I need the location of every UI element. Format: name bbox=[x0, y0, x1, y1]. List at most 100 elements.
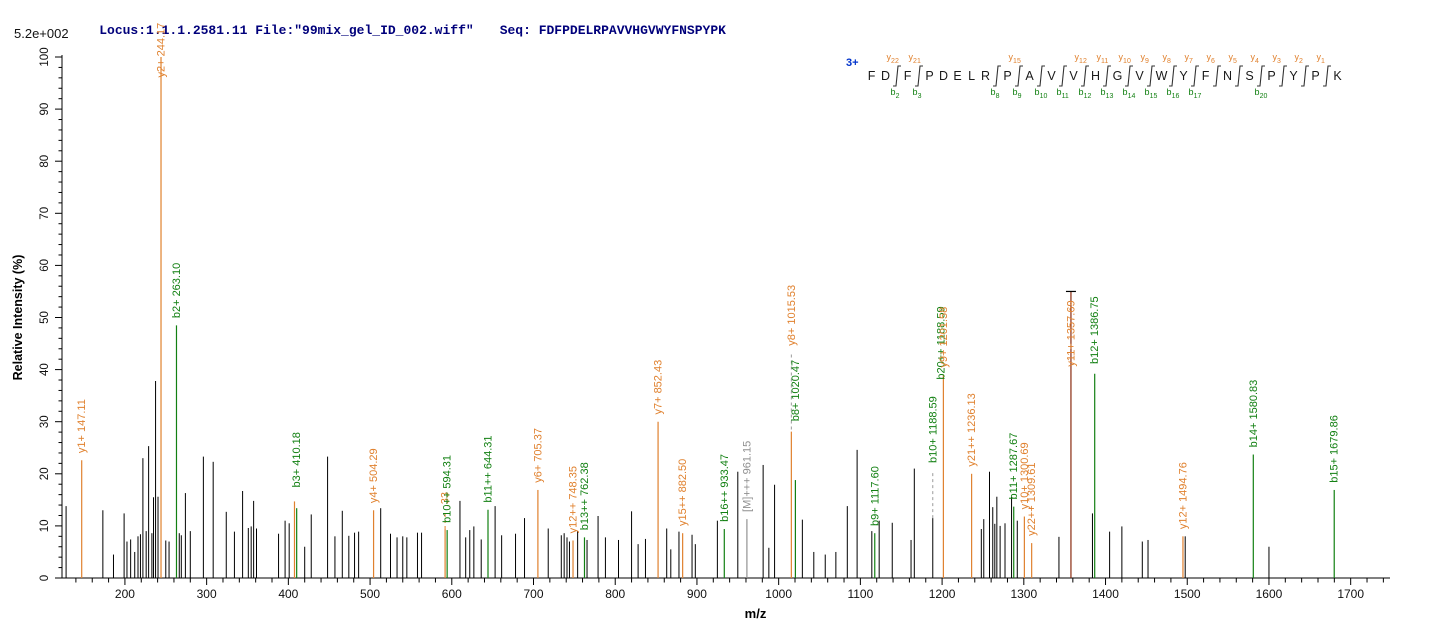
svg-text:600: 600 bbox=[442, 587, 462, 601]
y-ion-label: y3 bbox=[1272, 52, 1281, 65]
y-ion-label: y1 bbox=[1316, 52, 1325, 65]
fragment-cut-mark: y5 bbox=[1229, 52, 1243, 87]
cut-mark-icon bbox=[892, 65, 901, 87]
peak-label: b20++ 1188.59 bbox=[935, 306, 947, 379]
b-ion-label: b17 bbox=[1188, 87, 1202, 100]
b-ion-label: b15 bbox=[1144, 87, 1158, 100]
fragment-cut-mark: b8 bbox=[991, 65, 1001, 100]
sequence-label: Seq: FDFPDELRPAVVHGVWYFNSPYPK bbox=[499, 23, 726, 38]
cut-mark-icon bbox=[914, 65, 923, 87]
peak-label: b11+ 1287.67 bbox=[1008, 433, 1020, 500]
svg-text:80: 80 bbox=[39, 155, 51, 168]
residue-letter: R bbox=[981, 69, 991, 83]
residue-letter: G bbox=[1112, 69, 1123, 83]
svg-text:1400: 1400 bbox=[1092, 587, 1119, 601]
y-ion-label: y5 bbox=[1228, 52, 1237, 65]
peak-label: b11++ 644.31 bbox=[482, 435, 494, 502]
residue-letter: P bbox=[1003, 69, 1012, 83]
residue-letter: E bbox=[953, 69, 962, 83]
residue-letter: H bbox=[1091, 69, 1101, 83]
peak-label: y10+ 1300.69 bbox=[1019, 442, 1031, 509]
precursor-charge-label: 3+ bbox=[846, 57, 859, 69]
fragment-cut-mark: y7 b17 bbox=[1185, 52, 1202, 100]
y-axis-title: Relative Intensity (%) bbox=[11, 255, 25, 381]
fragment-cut-mark: y11 b13 bbox=[1097, 52, 1114, 100]
svg-text:1500: 1500 bbox=[1174, 587, 1201, 601]
cut-mark-icon bbox=[1234, 65, 1243, 87]
cut-mark-icon bbox=[1058, 65, 1067, 87]
y-ion-label: y15 bbox=[1008, 52, 1021, 65]
svg-text:1000: 1000 bbox=[765, 587, 792, 601]
y-ion-label: y12 bbox=[1074, 52, 1087, 65]
cut-mark-icon bbox=[992, 65, 1001, 87]
svg-text:1700: 1700 bbox=[1337, 587, 1364, 601]
b-ion-label: b13 bbox=[1100, 87, 1114, 100]
residue-letter: F bbox=[867, 69, 876, 83]
residue-letter: W bbox=[1155, 69, 1168, 83]
peak-label: y15++ 882.50 bbox=[677, 459, 689, 526]
absolute-intensity-scale-label: 5.2e+002 bbox=[14, 26, 69, 41]
svg-text:10: 10 bbox=[39, 520, 51, 533]
peak-label: y4+ 504.29 bbox=[368, 448, 380, 503]
cut-mark-icon bbox=[1212, 65, 1221, 87]
peak-label: b10+ 1188.59 bbox=[927, 396, 939, 463]
peak-label: b9+ 1117.60 bbox=[869, 466, 881, 526]
svg-text:400: 400 bbox=[278, 587, 298, 601]
fragment-cut-mark: y2 bbox=[1295, 52, 1309, 87]
fragment-cut-mark: y8 b16 bbox=[1163, 52, 1180, 100]
b-ion-label: b9 bbox=[1012, 87, 1022, 100]
svg-text:1600: 1600 bbox=[1256, 587, 1283, 601]
peak-label: b16++ 933.47 bbox=[719, 454, 731, 522]
fragment-cut-mark: b11 bbox=[1057, 65, 1069, 100]
peak-label: y1+ 147.11 bbox=[76, 399, 88, 453]
residue-letter: L bbox=[968, 69, 976, 83]
y-ion-label: y11 bbox=[1096, 52, 1109, 65]
cut-mark-icon bbox=[1300, 65, 1309, 87]
peak-lines bbox=[65, 381, 1270, 578]
x-axis-ticks bbox=[75, 578, 1384, 585]
fragment-cut-mark: y6 bbox=[1207, 52, 1221, 87]
peak-label: y2+ 244.17 bbox=[156, 23, 168, 78]
cut-mark-icon bbox=[1102, 65, 1111, 87]
residue-letter: V bbox=[1135, 69, 1144, 83]
b-ion-label: b2 bbox=[890, 87, 900, 100]
svg-text:1200: 1200 bbox=[929, 587, 956, 601]
peak-label: b12+ 1386.75 bbox=[1089, 296, 1101, 364]
svg-text:500: 500 bbox=[360, 587, 380, 601]
cut-mark-icon bbox=[1036, 65, 1045, 87]
cut-mark-icon bbox=[1014, 65, 1023, 87]
peak-label: y12+ 1494.76 bbox=[1177, 462, 1189, 529]
peak-label: y6+ 705.37 bbox=[532, 428, 544, 483]
y-ion-label: y2 bbox=[1294, 52, 1303, 65]
svg-text:50: 50 bbox=[39, 311, 51, 324]
peak-label: y11+ 1357.69 bbox=[1065, 300, 1077, 366]
fragment-cut-mark: y10 b14 bbox=[1119, 52, 1136, 100]
y-ion-label: y6 bbox=[1206, 52, 1215, 65]
residue-letter: Y bbox=[1289, 69, 1298, 83]
residue-letter: P bbox=[925, 69, 934, 83]
fragment-cut-mark: b10 bbox=[1035, 65, 1047, 100]
b-ion-label: b8 bbox=[990, 87, 1000, 100]
peak-label: y9+ 1201.58 bbox=[938, 307, 950, 368]
fragment-cut-mark: y9 b15 bbox=[1141, 52, 1158, 100]
peak-label: .33 bbox=[440, 492, 452, 507]
b-ion-label: b14 bbox=[1122, 87, 1136, 100]
residue-letter: V bbox=[1069, 69, 1078, 83]
residue-letter: D bbox=[939, 69, 949, 83]
peak-label: [M]+++ 961.15 bbox=[741, 441, 753, 512]
cut-mark-icon bbox=[1256, 65, 1265, 87]
axis-titles: Relative Intensity (%) m/z bbox=[11, 255, 767, 621]
svg-text:800: 800 bbox=[605, 587, 625, 601]
svg-text:900: 900 bbox=[687, 587, 707, 601]
cut-mark-icon bbox=[1278, 65, 1287, 87]
fragment-cut-mark: y15 b9 bbox=[1009, 52, 1023, 100]
peak-label: b13++ 762.38 bbox=[579, 462, 591, 530]
b-ion-label: b16 bbox=[1166, 87, 1180, 100]
x-axis-title: m/z bbox=[745, 606, 767, 621]
matched-peak-lines bbox=[81, 57, 1335, 578]
peak-label: y7+ 852.43 bbox=[653, 360, 665, 415]
locus-file-label: Locus:1.1.1.2581.11 File:"99mix_gel_ID_0… bbox=[99, 23, 474, 38]
